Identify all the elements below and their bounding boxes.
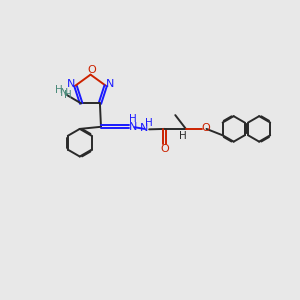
Text: O: O bbox=[160, 144, 169, 154]
Text: H: H bbox=[145, 118, 153, 128]
Text: H: H bbox=[179, 131, 187, 141]
Text: N: N bbox=[106, 79, 115, 88]
Text: H: H bbox=[64, 90, 72, 100]
Text: O: O bbox=[87, 65, 96, 75]
Text: H: H bbox=[129, 114, 137, 124]
Text: N: N bbox=[140, 124, 149, 134]
Text: N: N bbox=[129, 122, 137, 132]
Text: H: H bbox=[55, 85, 62, 95]
Text: N: N bbox=[59, 88, 68, 98]
Text: O: O bbox=[201, 124, 210, 134]
Text: N: N bbox=[67, 79, 75, 88]
